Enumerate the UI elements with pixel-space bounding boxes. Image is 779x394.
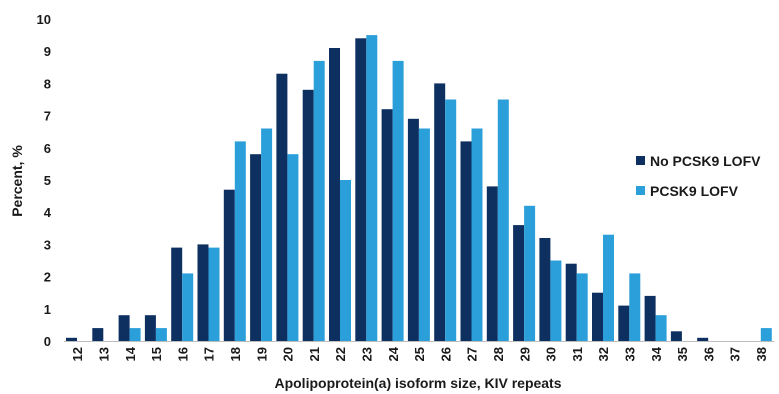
- y-tick-label: 4: [44, 205, 52, 220]
- x-tick-label: 13: [97, 347, 112, 361]
- x-tick-label: 36: [701, 347, 716, 361]
- x-tick-label: 29: [517, 347, 532, 361]
- y-tick-label: 2: [44, 270, 51, 285]
- bar-pcsk9-lofv-27: [471, 128, 483, 341]
- bar-pcsk9-lofv-28: [497, 99, 509, 341]
- x-tick-label: 26: [438, 347, 453, 361]
- bar-no-pcsk9-lofv-28: [486, 186, 498, 341]
- y-axis-title: Percent, %: [9, 145, 25, 217]
- legend-swatch-no-pcsk9: [636, 156, 645, 165]
- x-tick-label: 27: [465, 347, 480, 361]
- bar-no-pcsk9-lofv-36: [697, 337, 709, 341]
- y-tick-label: 9: [44, 44, 51, 59]
- y-tick-label: 7: [44, 109, 51, 124]
- bar-pcsk9-lofv-19: [261, 128, 273, 341]
- x-tick-label: 12: [70, 347, 85, 361]
- x-tick-label: 17: [202, 347, 217, 361]
- x-tick-label: 24: [386, 346, 401, 361]
- bar-no-pcsk9-lofv-15: [144, 315, 156, 341]
- bar-pcsk9-lofv-32: [603, 234, 614, 341]
- x-tick-label: 37: [728, 347, 743, 361]
- y-tick-label: 10: [37, 12, 51, 27]
- bar-pcsk9-lofv-30: [550, 260, 562, 341]
- bar-pcsk9-lofv-31: [576, 273, 588, 341]
- bar-pcsk9-lofv-20: [287, 154, 299, 341]
- bar-no-pcsk9-lofv-14: [118, 315, 130, 341]
- bar-no-pcsk9-lofv-32: [592, 292, 603, 341]
- bar-no-pcsk9-lofv-12: [66, 337, 77, 341]
- bar-no-pcsk9-lofv-16: [171, 247, 183, 341]
- y-tick-label: 1: [44, 302, 51, 317]
- x-tick-label: 35: [675, 347, 690, 361]
- x-tick-label: 20: [281, 347, 296, 361]
- legend-label-pcsk9: PCSK9 LOFV: [650, 183, 739, 199]
- y-tick-label: 6: [44, 141, 51, 156]
- x-axis-title: Apolipoprotein(a) isoform size, KIV repe…: [274, 375, 561, 391]
- x-tick-label: 15: [149, 347, 164, 361]
- legend: No PCSK9 LOFV PCSK9 LOFV: [636, 153, 761, 199]
- y-tick-label: 5: [44, 173, 51, 188]
- bar-no-pcsk9-lofv-18: [223, 189, 235, 341]
- bar-no-pcsk9-lofv-26: [434, 83, 446, 342]
- bar-pcsk9-lofv-33: [629, 273, 641, 341]
- x-tick-label: 38: [754, 347, 769, 361]
- legend-label-no-pcsk9: No PCSK9 LOFV: [650, 153, 761, 169]
- x-tick-label: 14: [123, 346, 138, 361]
- bar-no-pcsk9-lofv-35: [670, 331, 682, 341]
- bar-no-pcsk9-lofv-33: [618, 305, 630, 341]
- legend-swatch-pcsk9: [636, 186, 645, 195]
- x-tick-label: 21: [307, 347, 322, 361]
- x-tick-label: 32: [596, 347, 611, 361]
- x-tick-label: 18: [228, 347, 243, 361]
- bar-pcsk9-lofv-17: [208, 247, 220, 341]
- bar-pcsk9-lofv-29: [524, 205, 536, 341]
- bar-no-pcsk9-lofv-22: [329, 48, 340, 341]
- bar-pcsk9-lofv-14: [129, 328, 141, 341]
- bar-pcsk9-lofv-15: [155, 328, 167, 341]
- y-tick-label: 8: [44, 76, 51, 91]
- bar-pcsk9-lofv-22: [340, 180, 351, 341]
- x-tick-label: 30: [544, 347, 559, 361]
- bar-no-pcsk9-lofv-19: [250, 154, 262, 341]
- x-tick-label: 25: [412, 347, 427, 361]
- bar-no-pcsk9-lofv-20: [276, 73, 288, 341]
- x-axis-ticks: 12 13 14 15 16 17 18 19 20 21 22 23 24 25 26 27 28 29 30 31…: [70, 346, 769, 361]
- x-tick-label: 16: [175, 347, 190, 361]
- bars: [66, 35, 772, 342]
- bar-pcsk9-lofv-21: [313, 60, 325, 342]
- bar-pcsk9-lofv-16: [182, 273, 194, 341]
- y-tick-label: 3: [44, 237, 51, 252]
- x-tick-label: 19: [254, 347, 269, 361]
- bar-pcsk9-lofv-34: [655, 315, 667, 341]
- bar-no-pcsk9-lofv-23: [355, 38, 367, 342]
- x-tick-label: 34: [649, 346, 664, 361]
- x-tick-label: 33: [623, 347, 638, 361]
- bar-pcsk9-lofv-24: [392, 60, 404, 342]
- bar-no-pcsk9-lofv-29: [513, 225, 525, 341]
- bar-no-pcsk9-lofv-31: [565, 263, 577, 341]
- y-tick-label: 0: [44, 334, 51, 349]
- x-tick-label: 31: [570, 347, 585, 361]
- bar-pcsk9-lofv-18: [234, 141, 246, 341]
- x-tick-label: 28: [491, 347, 506, 361]
- bar-no-pcsk9-lofv-25: [407, 118, 419, 341]
- bar-no-pcsk9-lofv-17: [197, 244, 209, 341]
- bar-no-pcsk9-lofv-27: [460, 141, 472, 341]
- bar-no-pcsk9-lofv-21: [302, 89, 314, 341]
- bar-pcsk9-lofv-25: [418, 128, 430, 341]
- x-tick-label: 22: [333, 347, 348, 361]
- bar-no-pcsk9-lofv-30: [539, 238, 551, 341]
- bar-no-pcsk9-lofv-13: [92, 328, 104, 341]
- y-axis-ticks: 0 1 2 3 4 5 6 7 8 9 10: [37, 12, 52, 349]
- bar-no-pcsk9-lofv-24: [381, 109, 393, 341]
- x-tick-label: 23: [359, 347, 374, 361]
- bar-pcsk9-lofv-38: [760, 328, 772, 341]
- bar-pcsk9-lofv-26: [445, 99, 457, 341]
- bar-no-pcsk9-lofv-34: [644, 295, 656, 341]
- bar-pcsk9-lofv-23: [366, 35, 378, 341]
